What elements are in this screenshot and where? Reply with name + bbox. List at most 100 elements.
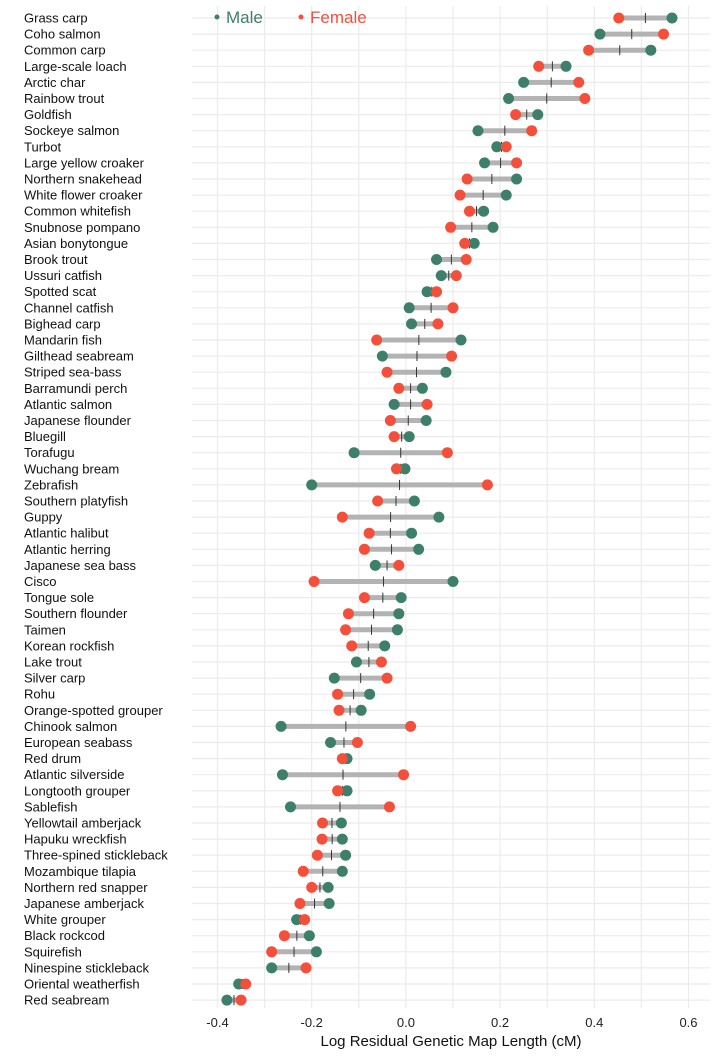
female-point — [332, 688, 344, 700]
category-label: Taimen — [24, 622, 66, 637]
grid — [192, 6, 710, 1008]
male-point — [306, 479, 318, 491]
category-label: Ninespine stickleback — [24, 960, 150, 975]
male-point — [285, 801, 297, 813]
male-point — [399, 463, 411, 475]
female-point — [336, 753, 348, 765]
category-label: Red seabream — [24, 993, 109, 1008]
category-label: Atlantic herring — [24, 542, 111, 557]
category-label: Chinook salmon — [24, 719, 117, 734]
male-point — [341, 785, 353, 797]
category-label: Grass carp — [24, 11, 88, 26]
female-point — [432, 318, 444, 330]
category-label: Rohu — [24, 687, 55, 702]
female-point — [526, 125, 538, 137]
category-label: Bighead carp — [24, 316, 101, 331]
female-point — [510, 109, 522, 121]
category-label: White flower croaker — [24, 188, 143, 203]
female-point — [316, 833, 328, 845]
category-label: Barramundi perch — [24, 381, 127, 396]
female-point — [317, 817, 329, 829]
category-label: Common carp — [24, 43, 106, 58]
female-point — [573, 76, 585, 88]
male-point — [478, 205, 490, 217]
category-label: Gilthead seabream — [24, 349, 134, 364]
female-point — [240, 978, 252, 990]
male-point — [468, 237, 480, 249]
male-point — [340, 849, 352, 861]
category-label: Large-scale loach — [24, 59, 127, 74]
male-point — [472, 125, 484, 137]
female-point — [459, 237, 471, 249]
category-label: Japanese amberjack — [24, 896, 144, 911]
category-label: Zebrafish — [24, 477, 78, 492]
category-label: Sablefish — [24, 799, 77, 814]
x-axis-title: Log Residual Genetic Map Length (cM) — [321, 1033, 582, 1050]
male-point — [511, 173, 523, 185]
male-point — [560, 60, 572, 72]
female-point — [342, 608, 354, 620]
male-point — [291, 914, 303, 926]
male-point — [406, 527, 418, 539]
female-point — [421, 398, 433, 410]
category-label: Wuchang bream — [24, 461, 119, 476]
male-point — [413, 543, 425, 555]
category-label: Southern platyfish — [24, 494, 128, 509]
female-point — [441, 447, 453, 459]
category-label: Mozambique tilapia — [24, 864, 137, 879]
x-tick-labels: -0.4 -0.2 0.0 0.2 0.4 0.6 — [206, 1015, 697, 1030]
female-point — [583, 44, 595, 56]
female-point — [658, 28, 670, 40]
category-label: Spotted scat — [24, 284, 97, 299]
female-point — [390, 463, 402, 475]
category-label: Orange-spotted grouper — [24, 703, 163, 718]
category-label: Three-spined stickleback — [24, 848, 168, 863]
x-tick-label: 0.6 — [679, 1015, 697, 1030]
male-point — [369, 559, 381, 571]
female-point — [533, 60, 545, 72]
female-point — [300, 962, 312, 974]
category-label: Northern snakehead — [24, 172, 142, 187]
category-label: European seabass — [24, 735, 133, 750]
male-point — [364, 688, 376, 700]
category-label: Sockeye salmon — [24, 123, 119, 138]
male-point — [335, 817, 347, 829]
category-label: Asian bonytongue — [24, 236, 128, 251]
male-point — [323, 898, 335, 909]
female-point — [500, 141, 512, 153]
male-point — [532, 109, 544, 121]
category-label: Southern flounder — [24, 606, 128, 621]
male-point — [393, 608, 405, 620]
category-label: Arctic char — [24, 75, 86, 90]
category-label: Black rockcod — [24, 928, 105, 943]
category-label: Japanese flounder — [24, 413, 132, 428]
male-point — [431, 254, 443, 265]
female-point — [446, 350, 458, 362]
male-point — [408, 495, 420, 507]
x-tick-label: 0.2 — [491, 1015, 509, 1030]
male-point — [421, 286, 433, 298]
male-point — [416, 382, 428, 394]
male-point — [440, 366, 452, 378]
male-point — [336, 865, 348, 877]
legend-male-swatch — [214, 14, 220, 20]
female-point — [351, 737, 363, 748]
female-point — [384, 415, 396, 426]
female-point — [363, 527, 375, 539]
female-point — [358, 543, 370, 555]
category-label: Japanese sea bass — [24, 558, 137, 573]
category-label: Silver carp — [24, 671, 85, 686]
category-label: Oriental weatherfish — [24, 977, 140, 992]
female-point — [445, 221, 457, 233]
legend-female-swatch — [298, 14, 304, 20]
category-label: Goldfish — [24, 107, 72, 122]
female-point — [463, 205, 475, 217]
female-point — [333, 704, 345, 716]
male-point — [433, 511, 445, 523]
category-label: Ussuri catfish — [24, 268, 102, 283]
female-point — [388, 431, 400, 443]
category-label: Large yellow croaker — [24, 155, 145, 170]
male-point — [645, 44, 657, 56]
